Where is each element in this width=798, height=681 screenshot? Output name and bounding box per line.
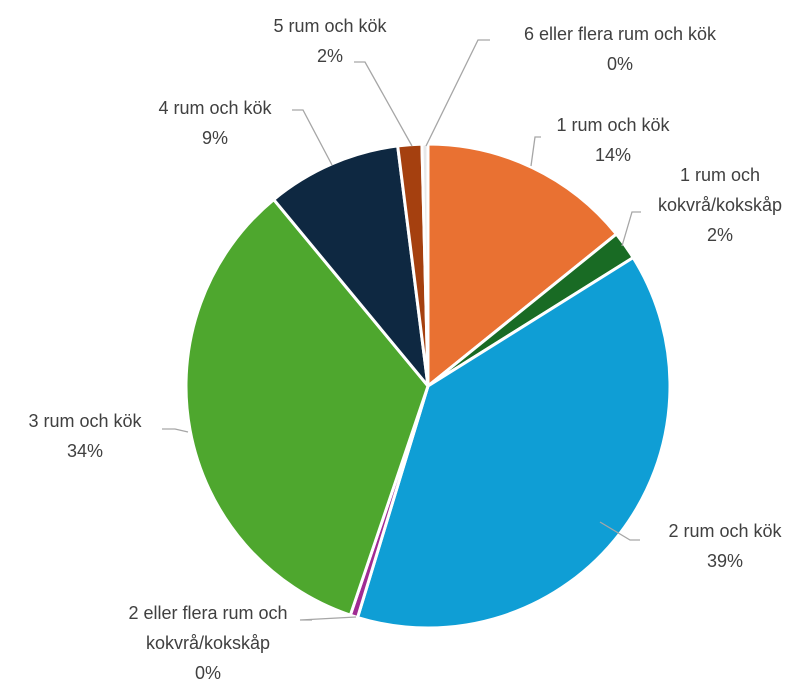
value-label: 34% <box>66 441 104 461</box>
data-label: 4 rum och kök 9% <box>135 93 295 153</box>
category-label: 2 eller flera rum och kokvrå/kokskåp <box>128 603 288 653</box>
data-label: 5 rum och kök 2% <box>250 11 410 71</box>
leader-line <box>292 109 333 166</box>
data-label: 6 eller flera rum och kök 0% <box>485 19 755 79</box>
value-label: 9% <box>201 128 228 148</box>
data-label: 1 rum och kök 14% <box>533 110 693 170</box>
value-label: 2% <box>316 46 343 66</box>
category-label: 2 rum och kök <box>668 521 782 541</box>
value-label: 0% <box>194 663 221 681</box>
pie-slice <box>420 142 430 388</box>
pie-slice <box>356 256 672 630</box>
leader-line <box>530 136 541 167</box>
pie-slice <box>426 142 618 388</box>
data-label: 1 rum och kokvrå/kokskåp 2% <box>645 160 795 250</box>
value-label: 14% <box>594 145 632 165</box>
category-label: 1 rum och kokvrå/kokskåp <box>657 165 783 215</box>
leader-line <box>299 616 357 621</box>
data-label: 3 rum och kök 34% <box>5 406 165 466</box>
pie-slice <box>184 198 430 617</box>
category-label: 6 eller flera rum och kök <box>523 24 717 44</box>
data-label: 2 eller flera rum och kokvrå/kokskåp 0% <box>93 598 323 681</box>
value-label: 0% <box>606 54 633 74</box>
value-label: 39% <box>706 551 744 571</box>
category-label: 5 rum och kök <box>273 16 387 36</box>
value-label: 2% <box>706 225 733 245</box>
leader-line <box>354 61 413 147</box>
category-label: 1 rum och kök <box>556 115 670 135</box>
leader-line <box>621 211 641 247</box>
leader-line <box>425 39 490 147</box>
leader-line <box>599 521 640 541</box>
data-label: 2 rum och kök 39% <box>645 516 798 576</box>
category-label: 4 rum och kök <box>158 98 272 118</box>
category-label: 3 rum och kök <box>28 411 142 431</box>
leader-line <box>162 428 189 433</box>
